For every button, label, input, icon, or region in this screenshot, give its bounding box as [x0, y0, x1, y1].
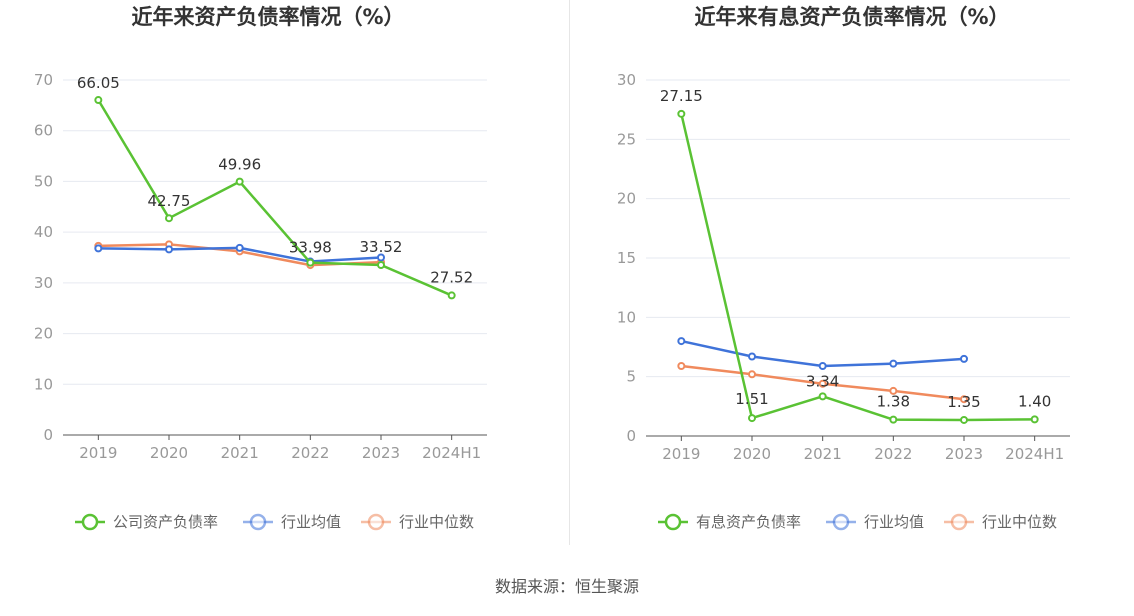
x-tick-label: 2020 — [733, 445, 771, 463]
data-point — [889, 359, 898, 368]
panel-divider — [569, 0, 570, 545]
x-tick-label: 2022 — [291, 444, 329, 462]
data-label: 42.75 — [148, 192, 191, 210]
data-label: 1.35 — [947, 393, 980, 411]
data-point — [748, 352, 756, 361]
y-tick-label: 10 — [617, 308, 636, 326]
data-point — [677, 361, 686, 370]
data-label: 33.98 — [289, 239, 332, 257]
legend-marker — [950, 513, 968, 531]
legend-label: 公司资产负债率 — [113, 513, 218, 531]
chart-title: 近年来资产负债率情况（%） — [131, 5, 404, 29]
data-label: 1.38 — [877, 393, 910, 411]
legend-item: 行业中位数 — [361, 513, 474, 531]
y-tick-label: 30 — [617, 71, 636, 89]
y-tick-label: 25 — [617, 130, 636, 148]
data-point — [94, 244, 103, 253]
legend-marker — [664, 513, 682, 531]
y-tick-label: 40 — [34, 223, 53, 241]
data-point — [677, 337, 686, 346]
data-point — [960, 395, 968, 404]
legend-item: 有息资产负债率 — [658, 513, 801, 531]
y-tick-label: 15 — [617, 249, 636, 267]
x-tick-label: 2021 — [221, 444, 259, 462]
data-point — [889, 415, 898, 424]
y-tick-label: 20 — [34, 325, 53, 343]
data-label: 27.15 — [660, 87, 703, 105]
data-point — [818, 392, 827, 401]
source-note: 数据来源：恒生聚源 — [495, 577, 639, 596]
data-point — [165, 214, 173, 223]
x-tick-label: 2021 — [804, 445, 842, 463]
legend-label: 行业均值 — [864, 513, 924, 531]
y-tick-label: 60 — [34, 122, 53, 140]
x-tick-label: 2023 — [945, 445, 983, 463]
data-point — [748, 370, 756, 379]
data-point — [818, 379, 827, 388]
data-label: 49.96 — [218, 156, 261, 174]
chart-1: 近年来资产负债率情况（%） 0 10 20 30 40 50 60 70 2019 2020 2021… — [34, 5, 487, 531]
x-tick-label: 2019 — [79, 444, 117, 462]
data-point — [960, 354, 968, 363]
legend-marker — [249, 513, 267, 531]
data-point — [677, 109, 686, 118]
x-tick-label: 2022 — [874, 445, 912, 463]
x-tick-label: 2023 — [362, 444, 400, 462]
legend-label: 行业均值 — [281, 513, 341, 531]
legend-item: 公司资产负债率 — [75, 513, 218, 531]
legend-marker — [81, 513, 99, 531]
y-tick-label: 0 — [626, 427, 636, 445]
y-tick-label: 30 — [34, 274, 53, 292]
y-tick-label: 5 — [626, 368, 636, 386]
legend-label: 有息资产负债率 — [696, 513, 801, 531]
y-tick-label: 20 — [617, 190, 636, 208]
data-point — [377, 253, 385, 262]
legend-item: 行业均值 — [826, 513, 924, 531]
x-tick-label: 2020 — [150, 444, 188, 462]
y-tick-label: 10 — [34, 375, 53, 393]
legend-item: 行业均值 — [243, 513, 341, 531]
chart-2: 近年来有息资产负债率情况（%） 0 5 10 15 20 25 30 2019 2020 2021 2… — [617, 5, 1070, 531]
data-label: 27.52 — [430, 268, 473, 286]
x-tick-label: 2019 — [662, 445, 700, 463]
legend-label: 行业中位数 — [399, 513, 474, 531]
legend-label: 行业中位数 — [982, 513, 1057, 531]
series-line — [97, 99, 453, 297]
data-label: 66.05 — [77, 74, 120, 92]
legend-marker — [832, 513, 850, 531]
y-tick-label: 0 — [43, 426, 53, 444]
data-point — [306, 258, 315, 267]
data-point — [1030, 415, 1039, 424]
y-tick-label: 50 — [34, 172, 53, 190]
data-point — [818, 361, 827, 370]
data-label: 1.51 — [735, 390, 768, 408]
legend-marker — [367, 513, 385, 531]
data-point — [377, 261, 385, 270]
chart-title: 近年来有息资产负债率情况（%） — [694, 5, 1009, 29]
x-tick-label: 2024H1 — [422, 444, 481, 462]
series-line — [680, 113, 1035, 422]
legend-item: 行业中位数 — [944, 513, 1057, 531]
data-point — [165, 245, 173, 254]
data-point — [889, 386, 898, 395]
data-point — [960, 415, 968, 424]
data-point — [235, 177, 244, 186]
data-point — [94, 96, 103, 105]
data-label: 3.34 — [806, 372, 839, 390]
data-point — [748, 414, 756, 423]
data-point — [447, 291, 456, 300]
data-label: 33.52 — [360, 238, 403, 256]
x-tick-label: 2024H1 — [1005, 445, 1064, 463]
y-tick-label: 70 — [34, 71, 53, 89]
data-point — [235, 243, 244, 252]
data-label: 1.40 — [1018, 392, 1051, 410]
